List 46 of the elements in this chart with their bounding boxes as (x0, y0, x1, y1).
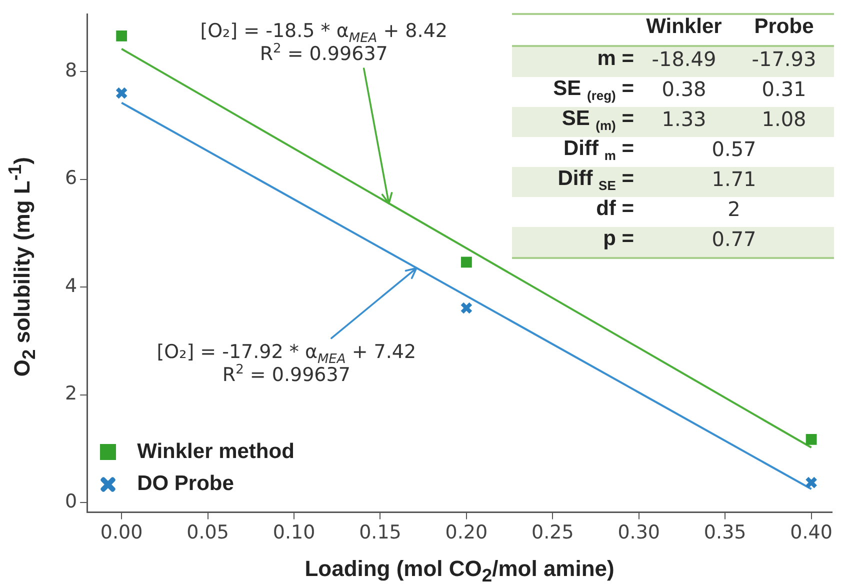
x-tick-label: 0.40 (790, 522, 832, 544)
x-tick-label: 0.35 (704, 522, 746, 544)
x-tick-label: 0.00 (100, 522, 143, 544)
legend-label: DO Probe (137, 472, 234, 496)
shaded-row: m = -18.49 -17.93 (512, 47, 834, 77)
y-tick-label: 4 (64, 274, 78, 297)
legend-label: Winkler method (137, 440, 294, 464)
point (805, 476, 818, 489)
x-axis-title: Loading (mol CO$_{2}$/mol amine) (304, 556, 616, 586)
annotation: Probe (753, 15, 815, 40)
annotation: p = (602, 227, 634, 252)
annotation: SE $_{(reg)}$ = (552, 77, 634, 106)
y-tick-label: 6 (64, 167, 78, 190)
x-tick-label: 0.20 (445, 522, 488, 544)
annotation: 2 (726, 197, 742, 223)
x-tick-label: 0.15 (359, 522, 402, 544)
annotation: Diff $_{SE}$ = (556, 167, 634, 196)
point (460, 302, 473, 314)
x-tick-label: 0.05 (186, 522, 229, 544)
annotation: SE $_{(m)}$ = (560, 107, 634, 136)
annotation: df = (595, 197, 634, 222)
point (115, 86, 128, 100)
shaded-row: SE $_{(m)}$ = 1.33 1.08 (512, 107, 834, 137)
annotation: Winkler (645, 15, 723, 40)
annotation: m = (596, 47, 634, 72)
annotation: 0.77 (710, 227, 758, 253)
annotation: 0.31 (760, 77, 808, 103)
annotation: -17.93 (750, 47, 818, 73)
y-tick-label: 2 (64, 382, 78, 405)
point (806, 434, 817, 445)
annotation: -18.49 (650, 47, 718, 73)
y-tick-label: 8 (64, 59, 78, 82)
x-tick-label: 0.30 (618, 522, 660, 544)
annotation: 0.38 (660, 77, 708, 103)
point (460, 256, 472, 268)
x-tick-label: 0.10 (272, 522, 316, 544)
point (116, 30, 128, 42)
y-tick-label: 0 (64, 490, 78, 512)
annotation: 1.33 (660, 107, 708, 133)
shaded-row: p = 0.77 (512, 227, 834, 257)
annotation: Diff $_{m}$ = (562, 137, 634, 166)
annotation: 0.57 (710, 137, 758, 163)
x-tick-label: 0.25 (532, 522, 574, 544)
annotation: 1.71 (710, 167, 758, 193)
annotation: 1.08 (760, 107, 808, 133)
shaded-row: Diff $_{SE}$ = 1.71 (512, 167, 834, 197)
